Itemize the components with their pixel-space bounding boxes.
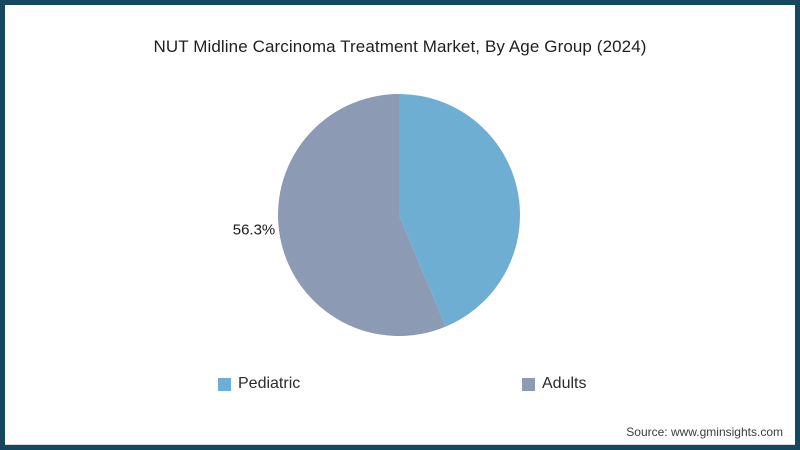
legend-item-adults: Adults xyxy=(522,375,586,393)
pie-slice-pediatric xyxy=(399,94,520,327)
pie-slice-adults xyxy=(277,94,446,336)
legend-swatch-adults-icon xyxy=(522,377,535,391)
legend-swatch-pediatric-icon xyxy=(218,377,231,391)
source-attribution: Source: www.gminsights.com xyxy=(626,425,783,439)
legend-item-pediatric: Pediatric xyxy=(218,375,300,393)
slice-percentage-label: 56.3% xyxy=(232,221,276,239)
chart-title: NUT Midline Carcinoma Treatment Market, … xyxy=(153,37,647,56)
pie-chart xyxy=(277,94,520,336)
legend-label-pediatric: Pediatric xyxy=(238,375,301,392)
legend-label-adults: Adults xyxy=(542,375,587,392)
